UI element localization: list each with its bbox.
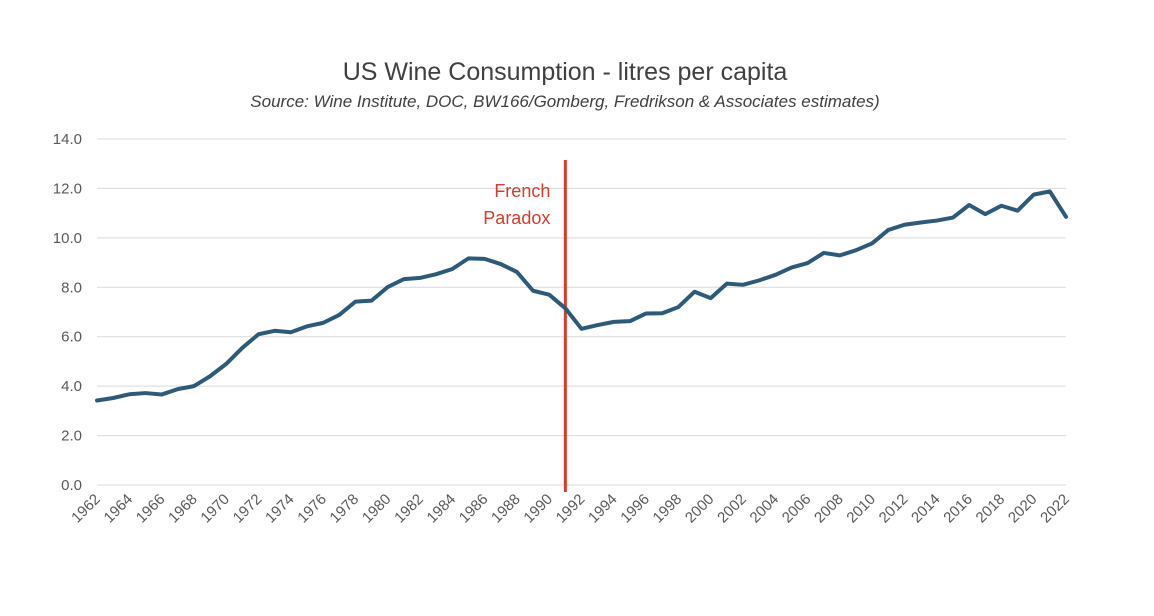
x-tick-label: 1982 (391, 491, 427, 527)
x-tick-label: 2016 (940, 491, 976, 527)
chart-title: US Wine Consumption - litres per capita (342, 58, 788, 86)
x-tick-label: 1978 (327, 491, 363, 527)
y-tick-label: 6.0 (61, 329, 82, 346)
x-tick-label: 1990 (520, 491, 556, 527)
y-tick-label: 0.0 (61, 477, 82, 494)
x-tick-label: 2018 (973, 491, 1009, 527)
y-tick-label: 12.0 (53, 180, 82, 197)
x-tick-label: 1970 (197, 491, 233, 527)
x-tick-label: 1998 (650, 491, 686, 527)
chart-subtitle: Source: Wine Institute, DOC, BW166/Gombe… (250, 92, 880, 111)
x-tick-label: 2022 (1037, 491, 1073, 527)
x-tick-label: 1992 (553, 491, 589, 527)
x-tick-label: 1962 (68, 491, 104, 527)
x-tick-label: 1966 (133, 491, 169, 527)
x-tick-label: 1976 (294, 491, 330, 527)
x-tick-label: 1964 (101, 491, 137, 527)
x-tick-label: 1988 (488, 491, 524, 527)
x-tick-label: 2014 (908, 491, 944, 527)
annotation-label: French (494, 181, 550, 201)
x-tick-label: 2002 (714, 491, 750, 527)
x-tick-label: 1996 (617, 491, 653, 527)
x-tick-label: 1972 (230, 491, 266, 527)
annotation-label: Paradox (483, 208, 550, 228)
y-tick-label: 4.0 (61, 378, 82, 395)
x-tick-label: 2012 (876, 491, 912, 527)
x-tick-label: 2004 (747, 491, 783, 527)
y-tick-label: 10.0 (53, 230, 82, 247)
x-tick-label: 1968 (165, 491, 201, 527)
x-tick-label: 1980 (359, 491, 395, 527)
x-tick-label: 1974 (262, 491, 298, 527)
series-line (95, 189, 1068, 403)
x-tick-label: 1994 (585, 491, 621, 527)
x-tick-label: 2010 (843, 491, 879, 527)
x-tick-label: 2000 (682, 491, 718, 527)
x-tick-label: 2006 (779, 491, 815, 527)
x-tick-label: 1984 (424, 491, 460, 527)
y-tick-label: 14.0 (53, 131, 82, 148)
x-tick-label: 2020 (1005, 491, 1041, 527)
x-tick-label: 1986 (456, 491, 492, 527)
y-tick-label: 2.0 (61, 428, 82, 445)
x-tick-label: 2008 (811, 491, 847, 527)
y-tick-label: 8.0 (61, 279, 82, 296)
